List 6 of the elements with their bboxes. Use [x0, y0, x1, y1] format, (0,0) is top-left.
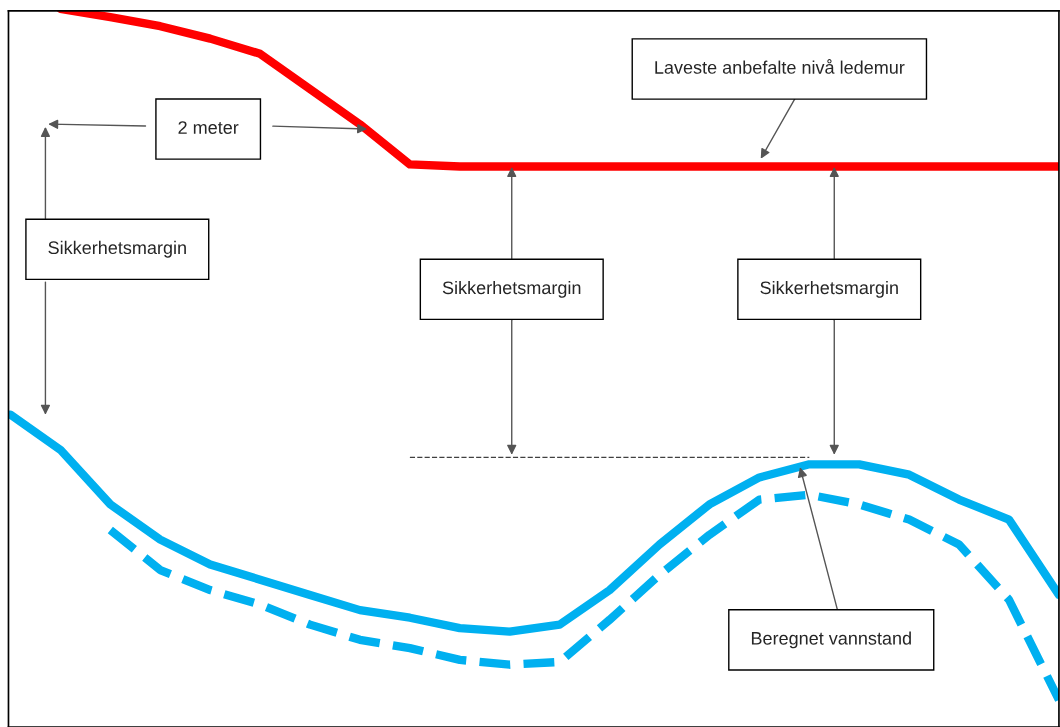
annotation: Sikkerhetsmargin — [760, 280, 898, 298]
annotation: 2 meter — [178, 121, 239, 134]
annotation: Beregnet vannstand — [751, 631, 911, 649]
annotation: Laveste anbefalte nivå ledemur — [655, 59, 905, 74]
annotation: Sikkerhetsmargin — [442, 280, 581, 298]
annotation: Sikkerhetsmargin — [48, 240, 186, 258]
